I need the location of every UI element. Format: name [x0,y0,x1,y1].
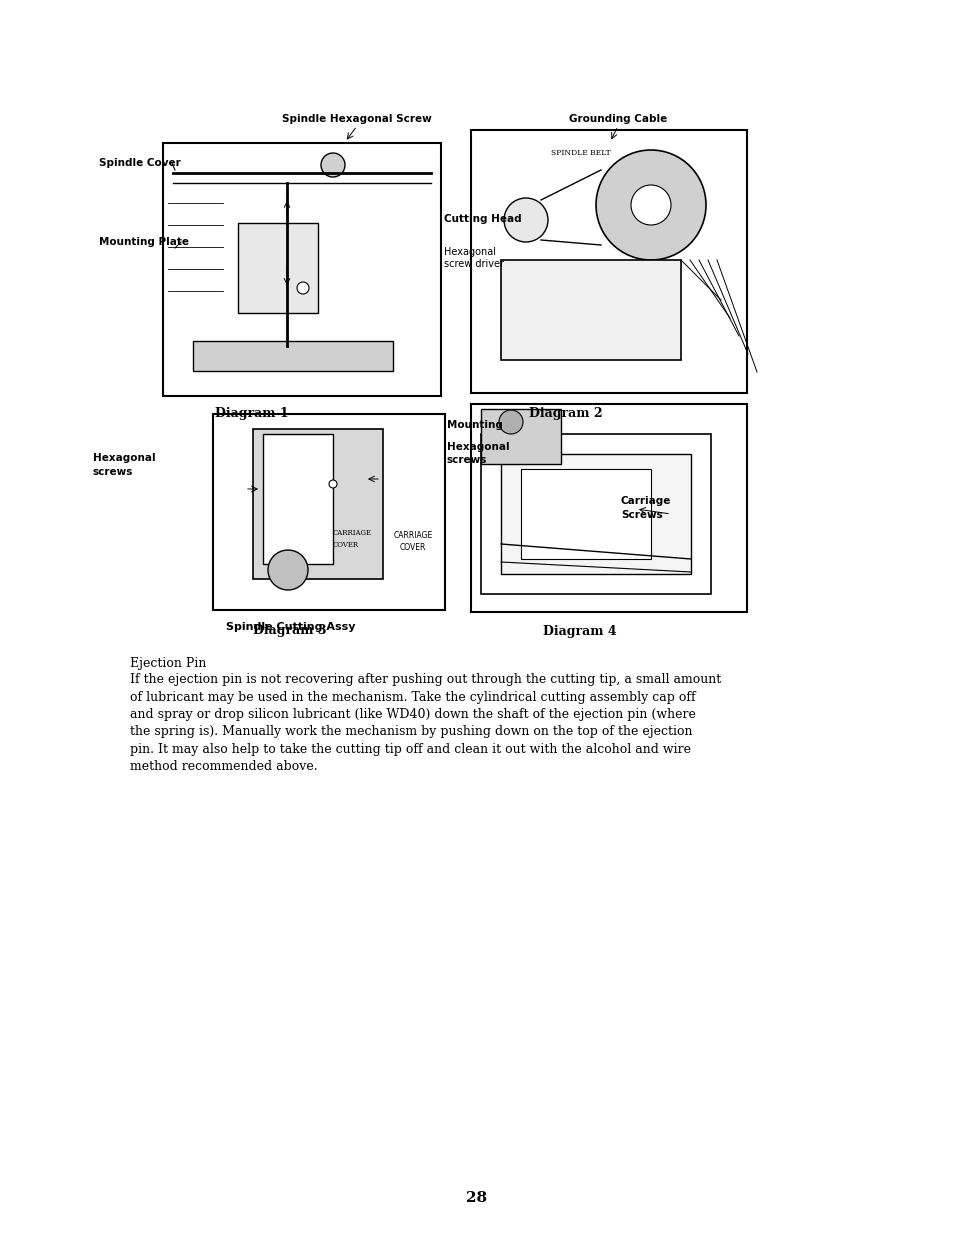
Text: Spindle Cutting Assy: Spindle Cutting Assy [226,622,355,632]
Bar [263,433,333,564]
Circle shape [498,410,522,433]
Text: screws: screws [447,454,487,466]
Bar [471,130,746,393]
Circle shape [296,282,309,294]
Bar [193,341,393,370]
Text: SPINDLE BELT: SPINDLE BELT [551,149,610,157]
Text: Cutting Head: Cutting Head [443,214,521,224]
Text: Diagram 1: Diagram 1 [215,408,289,420]
Bar [480,409,560,464]
Circle shape [503,198,547,242]
Bar [163,143,440,396]
Text: 28: 28 [466,1191,487,1205]
Text: Screws: Screws [620,510,662,520]
Bar [471,404,746,613]
Text: COVER: COVER [333,541,358,550]
Text: Carriage: Carriage [620,496,671,506]
Circle shape [320,153,345,177]
Text: Spindle Hexagonal Screw: Spindle Hexagonal Screw [282,114,432,124]
Bar [500,454,690,574]
Circle shape [630,185,670,225]
Bar [480,433,710,594]
Text: Spindle Cover: Spindle Cover [99,158,180,168]
Text: COVER: COVER [399,543,426,552]
Bar [253,429,382,579]
Text: Diagram 3: Diagram 3 [253,624,327,637]
Text: Mounting: Mounting [447,420,502,430]
Text: Hexagonal: Hexagonal [447,442,509,452]
Bar [520,469,650,559]
Text: Mounting Plate: Mounting Plate [99,237,189,247]
Circle shape [596,149,705,261]
Text: If the ejection pin is not recovering after pushing out through the cutting tip,: If the ejection pin is not recovering af… [130,673,720,773]
Bar [213,414,444,610]
Text: Ejection Pin: Ejection Pin [130,657,206,671]
Text: Diagram 2: Diagram 2 [529,408,602,420]
Bar [237,224,317,312]
Text: Hexagonal: Hexagonal [92,453,155,463]
Bar [500,261,680,359]
Circle shape [329,480,336,488]
Text: screws: screws [92,467,133,477]
Text: screw driver: screw driver [443,259,503,269]
Text: Diagram 4: Diagram 4 [542,625,617,638]
Text: CARRIAGE: CARRIAGE [393,531,432,540]
Text: Hexagonal: Hexagonal [443,247,496,257]
Text: CARRIAGE: CARRIAGE [333,529,372,537]
Circle shape [268,550,308,590]
Text: Grounding Cable: Grounding Cable [568,114,666,124]
